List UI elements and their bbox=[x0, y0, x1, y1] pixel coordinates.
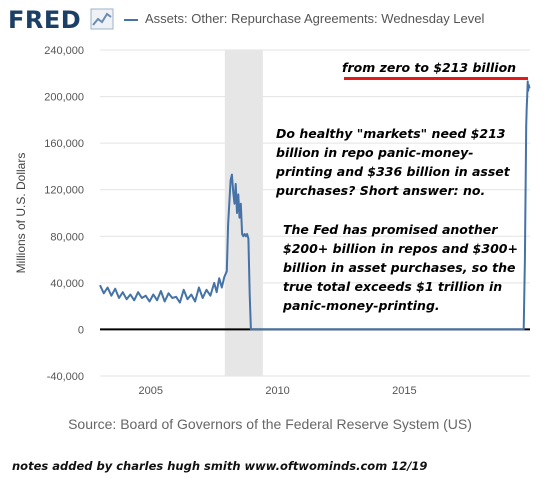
fred-logo[interactable]: FRED bbox=[8, 6, 82, 34]
y-tick-label: -40,000 bbox=[47, 371, 84, 383]
y-tick-label: 80,000 bbox=[50, 231, 84, 243]
annotation-paragraph-2: The Fed has promised another $200+ billi… bbox=[283, 222, 518, 313]
recession-bands bbox=[224, 50, 263, 376]
series-line bbox=[99, 80, 531, 331]
footer-credit: notes added by charles hugh smith www.of… bbox=[12, 459, 428, 473]
recession-band bbox=[224, 50, 263, 376]
y-tick-label: 240,000 bbox=[44, 45, 84, 57]
series bbox=[99, 80, 531, 331]
y-tick-label: 0 bbox=[78, 324, 84, 336]
grid bbox=[100, 49, 530, 377]
y-tick-labels: -40,000 0 40,000 80,000 120,000 160,000 200,00… bbox=[44, 45, 84, 383]
annotation-underline bbox=[344, 77, 528, 80]
chart-title: Assets: Other: Repurchase Agreements: We… bbox=[145, 11, 485, 26]
chart-header: FRED Assets: Other: Repurchase Agreement… bbox=[0, 0, 550, 40]
annotation-top-label: from zero to $213 billion bbox=[342, 60, 517, 75]
x-tick-labels: 2005 2010 2015 bbox=[138, 385, 416, 397]
source-note: Source: Board of Governors of the Federa… bbox=[68, 416, 472, 432]
y-tick-label: 40,000 bbox=[50, 278, 84, 290]
x-tick-label: 2015 bbox=[392, 385, 416, 397]
y-tick-label: 120,000 bbox=[44, 185, 84, 197]
x-tick-label: 2005 bbox=[138, 385, 162, 397]
annotation-paragraph-1: Do healthy "markets" need $213 billion i… bbox=[276, 126, 510, 198]
y-tick-label: 160,000 bbox=[44, 138, 84, 150]
x-tick-label: 2010 bbox=[265, 385, 289, 397]
footer-band bbox=[0, 452, 550, 479]
fred-chart-icon bbox=[90, 8, 114, 30]
y-tick-label: 200,000 bbox=[44, 92, 84, 104]
legend-swatch bbox=[124, 19, 138, 21]
y-axis-label: Millions of U.S. Dollars bbox=[14, 153, 28, 274]
